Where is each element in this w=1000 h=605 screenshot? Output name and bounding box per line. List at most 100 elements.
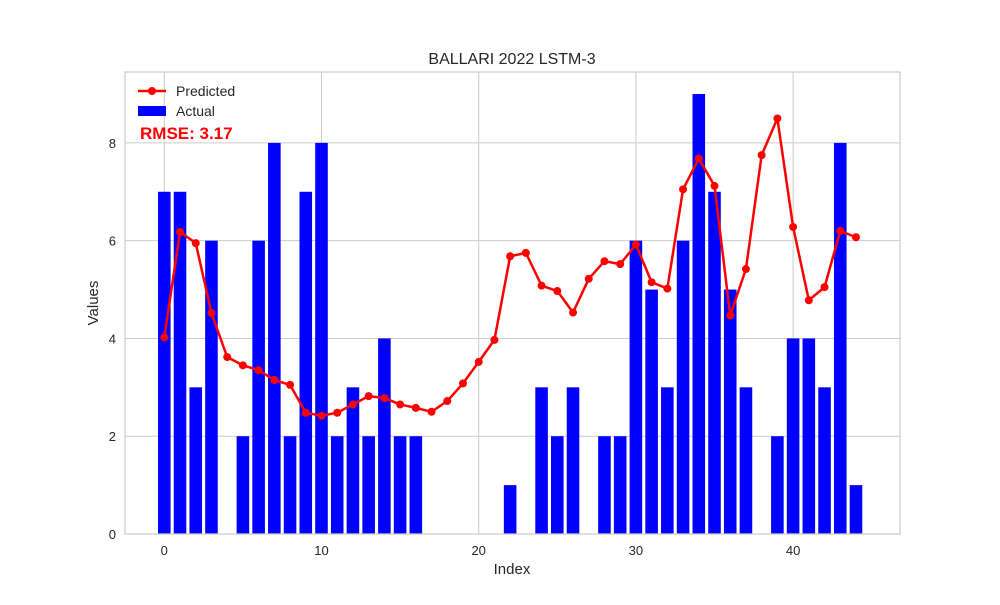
actual-bar	[268, 142, 281, 534]
actual-bar	[535, 387, 548, 534]
actual-bar	[566, 387, 580, 534]
predicted-point	[663, 284, 672, 293]
actual-bar	[330, 436, 344, 534]
predicted-point	[348, 400, 357, 409]
predicted-point	[773, 114, 782, 123]
actual-bar	[205, 240, 218, 534]
predicted-point	[726, 311, 735, 320]
predicted-point	[238, 361, 247, 370]
legend-predicted-label: Predicted	[176, 83, 235, 99]
predicted-point	[600, 257, 609, 266]
actual-bar	[645, 289, 658, 534]
actual-bar	[158, 191, 171, 534]
actual-bar	[849, 485, 863, 534]
x-tick-label: 10	[314, 543, 328, 558]
actual-bar	[503, 485, 517, 534]
predicted-point	[584, 274, 593, 283]
x-tick-label: 30	[629, 543, 643, 558]
predicted-point	[474, 357, 483, 366]
plot-frame	[124, 71, 901, 535]
predicted-point	[804, 296, 813, 305]
actual-bar	[236, 436, 250, 534]
legend-actual-swatch-icon	[138, 106, 166, 116]
actual-bar	[661, 387, 674, 534]
predicted-point	[333, 408, 342, 417]
predicted-point	[458, 379, 467, 388]
actual-bar	[362, 436, 375, 534]
predicted-point	[679, 185, 688, 194]
tick-layer: 0 10 20 30 40 0 2 4 6 8	[109, 136, 801, 558]
x-tick-label: 0	[161, 543, 168, 558]
predicted-point	[254, 366, 263, 375]
predicted-point	[741, 265, 750, 274]
legend: Predicted Actual	[138, 83, 235, 119]
predicted-point	[207, 309, 216, 318]
actual-bar	[833, 142, 847, 534]
actual-bar	[676, 240, 690, 534]
chart-title: BALLARI 2022 LSTM-3	[428, 51, 595, 68]
actual-bar	[393, 436, 407, 534]
predicted-point	[506, 252, 515, 261]
y-tick-label: 0	[109, 527, 116, 542]
y-tick-label: 8	[109, 136, 116, 151]
actual-bar	[551, 436, 564, 534]
legend-actual-label: Actual	[176, 103, 215, 119]
predicted-point	[427, 407, 436, 416]
predicted-point	[694, 154, 703, 163]
actual-bar	[315, 142, 328, 534]
rmse-annotation: RMSE: 3.17	[140, 124, 233, 143]
x-axis-label: Index	[494, 561, 531, 578]
predicted-point	[836, 226, 845, 235]
actual-bar	[708, 191, 721, 534]
predicted-point	[286, 380, 295, 389]
predicted-point	[647, 278, 656, 287]
predicted-point	[490, 335, 499, 344]
predicted-point	[396, 400, 405, 409]
predicted-point	[317, 411, 326, 420]
predicted-point	[757, 151, 766, 160]
y-tick-label: 4	[109, 331, 116, 346]
actual-bar	[189, 387, 203, 534]
actual-bar	[786, 338, 800, 534]
x-tick-label: 40	[786, 543, 800, 558]
predicted-point	[820, 283, 829, 292]
predicted-point	[364, 392, 373, 401]
actual-bar	[252, 240, 265, 534]
line-layer	[160, 114, 860, 420]
actual-bar	[299, 191, 313, 534]
predicted-point	[223, 353, 232, 362]
predicted-point	[631, 240, 640, 249]
x-tick-label: 20	[471, 543, 485, 558]
actual-bar	[598, 436, 611, 534]
actual-bar	[613, 436, 627, 534]
actual-bar	[802, 338, 816, 534]
actual-bar	[378, 338, 391, 534]
actual-bar	[723, 289, 737, 534]
predicted-point	[710, 181, 719, 190]
actual-bar	[692, 94, 706, 534]
actual-bar	[173, 191, 187, 534]
predicted-point	[537, 281, 546, 290]
predicted-point	[553, 287, 562, 296]
predicted-point	[521, 248, 530, 257]
predicted-point	[380, 394, 389, 403]
predicted-point	[160, 333, 169, 342]
predicted-point	[851, 233, 860, 242]
actual-bar	[409, 436, 423, 534]
actual-bar	[818, 387, 831, 534]
actual-bar	[771, 436, 784, 534]
actual-bar	[346, 387, 360, 534]
predicted-point	[411, 403, 420, 412]
predicted-point	[301, 408, 310, 417]
predicted-point	[616, 260, 625, 269]
y-tick-label: 6	[109, 234, 116, 249]
y-tick-label: 2	[109, 429, 116, 444]
predicted-point	[191, 239, 200, 248]
predicted-point	[270, 376, 279, 384]
legend-predicted-marker-icon	[148, 87, 156, 95]
actual-bar	[739, 387, 753, 534]
actual-bar	[283, 436, 297, 534]
predicted-point	[789, 222, 798, 231]
